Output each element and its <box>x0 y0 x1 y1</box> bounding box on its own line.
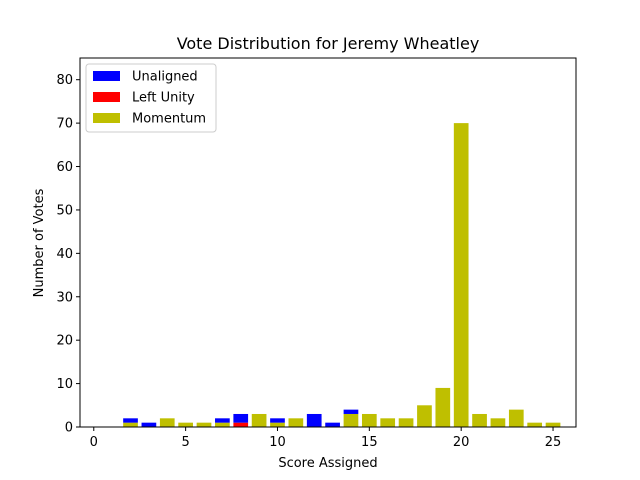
legend-label-momentum: Momentum <box>132 112 206 127</box>
bar-momentum-17 <box>398 418 414 427</box>
bar-momentum-11 <box>288 418 304 427</box>
bar-unaligned-12 <box>306 413 322 427</box>
y-tick-label-70: 70 <box>56 117 73 132</box>
x-tick-label-10: 10 <box>269 435 286 450</box>
bar-momentum-21 <box>472 413 487 427</box>
y-tick-label-0: 0 <box>65 421 73 436</box>
bar-unaligned-14 <box>343 409 359 414</box>
bar-momentum-7 <box>215 422 230 427</box>
bar-momentum-16 <box>380 418 396 427</box>
y-tick-label-60: 60 <box>56 160 73 175</box>
legend: Unaligned Left Unity Momentum <box>85 63 217 133</box>
x-tick-label-0: 0 <box>90 435 98 450</box>
y-tick-label-20: 20 <box>56 334 73 349</box>
bar-momentum-14 <box>343 413 359 427</box>
x-tick-label-15: 15 <box>361 435 378 450</box>
bar-momentum-18 <box>417 405 432 427</box>
bar-momentum-4 <box>159 418 175 427</box>
bar-momentum-25 <box>545 422 561 427</box>
bar-unaligned-8 <box>233 413 249 423</box>
y-tick-label-10: 10 <box>56 377 73 392</box>
bar-momentum-6 <box>196 422 212 427</box>
bar-unaligned-7 <box>215 418 230 423</box>
bar-left-unity-8 <box>233 422 249 427</box>
bar-momentum-22 <box>490 418 506 427</box>
y-tick-label-50: 50 <box>56 203 73 218</box>
bar-momentum-24 <box>527 422 543 427</box>
legend-swatch-momentum <box>93 113 120 123</box>
y-tick-label-80: 80 <box>56 73 73 88</box>
bar-momentum-9 <box>251 413 267 427</box>
y-tick-label-30: 30 <box>56 290 73 305</box>
bar-momentum-2 <box>123 422 138 427</box>
bar-unaligned-2 <box>123 418 138 423</box>
legend-label-left-unity: Left Unity <box>132 91 195 106</box>
bars-group <box>123 123 561 427</box>
y-axis-label: Number of Votes <box>32 188 47 297</box>
bar-momentum-19 <box>435 387 451 427</box>
legend-swatch-left-unity <box>93 92 120 102</box>
x-axis-label: Score Assigned <box>278 456 377 471</box>
y-tick-label-40: 40 <box>56 247 73 262</box>
bar-momentum-15 <box>361 413 377 427</box>
bar-unaligned-10 <box>270 418 285 423</box>
legend-label-unaligned: Unaligned <box>132 70 198 85</box>
axes-group: 0 5 10 15 20 25 0 10 20 30 40 50 60 70 80 <box>56 57 577 450</box>
x-tick-label-5: 5 <box>181 435 189 450</box>
bar-momentum-5 <box>178 422 193 427</box>
legend-swatch-unaligned <box>93 71 120 81</box>
x-tick-label-25: 25 <box>545 435 562 450</box>
bar-unaligned-3 <box>141 422 157 427</box>
bar-momentum-20 <box>453 123 469 427</box>
bar-momentum-10 <box>270 422 285 427</box>
bar-unaligned-13 <box>325 422 340 427</box>
bar-momentum-23 <box>508 409 524 427</box>
plot-frame <box>79 57 577 428</box>
chart-title: Vote Distribution for Jeremy Wheatley <box>177 34 480 53</box>
x-tick-label-20: 20 <box>453 435 470 450</box>
